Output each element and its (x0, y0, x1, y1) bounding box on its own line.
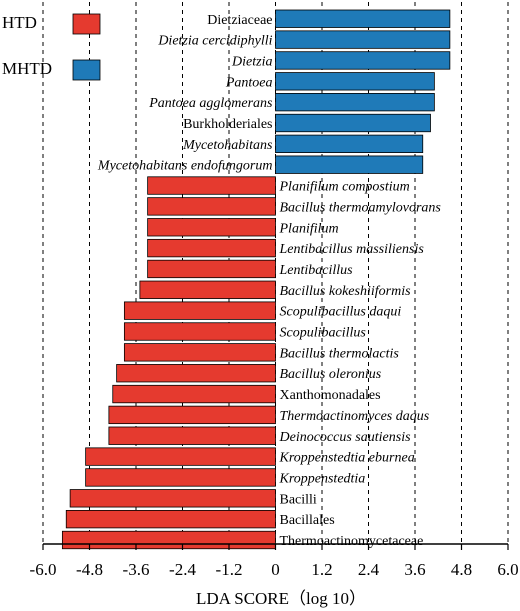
bar-label: Dietzia cercidiphylli (157, 34, 272, 49)
bar (61, 530, 276, 550)
bar (108, 426, 276, 445)
bar-label: Pantoea agglomerans (148, 96, 273, 111)
bar (108, 405, 276, 425)
bar-label: Dietzia (231, 54, 272, 69)
bar (85, 447, 276, 466)
bar-label: Bacillus thermoamylovorans (280, 200, 442, 215)
bar (147, 238, 276, 258)
bar (275, 30, 451, 49)
bar-label: Mycetohabitans endofungorum (97, 159, 273, 174)
bar-label: Bacillales (280, 513, 335, 528)
x-tick-label: 1.2 (311, 560, 332, 579)
bar (275, 51, 451, 70)
bar (116, 364, 276, 383)
legend-label: MHTD (2, 59, 52, 78)
legend: HTD MHTD (2, 13, 101, 81)
bar-label: Mycetohabitans (182, 138, 273, 153)
bar-label: Planifilum (279, 221, 339, 236)
bar-label: Thermoactinomyces daqus (280, 409, 430, 424)
legend-swatch (72, 59, 101, 81)
x-tick-label: 3.6 (404, 560, 425, 579)
x-tick-label: 4.8 (451, 560, 472, 579)
bar (275, 93, 435, 112)
bar (147, 176, 276, 195)
bar-label: Lentibacillus massiliensis (279, 242, 425, 257)
bar-label: Planifilum compostium (279, 180, 410, 195)
bars (61, 9, 451, 550)
x-tick-label: 0 (271, 560, 280, 579)
bar-label: Bacillus thermolactis (280, 346, 400, 361)
x-tick-label: 6.0 (497, 560, 518, 579)
x-tick-label: -2.4 (169, 560, 196, 579)
bar-label: Bacillus oleronius (280, 367, 382, 382)
bar-label: Bacilli (280, 492, 317, 507)
bar-label: Dietziaceae (207, 13, 272, 28)
x-tick-label: -1.2 (216, 560, 243, 579)
bar (85, 468, 276, 487)
bar-label: Scopulibacillus (280, 326, 367, 341)
bar (275, 155, 424, 174)
bar (112, 384, 276, 404)
bar (275, 134, 424, 154)
x-tick-label: -4.8 (76, 560, 103, 579)
bar (123, 301, 276, 320)
bar (275, 113, 431, 133)
bar (147, 218, 276, 237)
x-tick-label: 2.4 (358, 560, 380, 579)
bar-label: Kroppenstedtia eburnea (279, 451, 415, 466)
x-axis: -6.0 -4.8 -3.6 -2.4 -1.2 0 1.2 2.4 3.6 4.8 6.0 (30, 543, 519, 579)
bar (275, 72, 435, 91)
bar (147, 259, 276, 279)
x-axis-label: LDA SCORE（log 10） (196, 589, 366, 608)
legend-swatch (72, 13, 101, 35)
x-tick-label: -3.6 (123, 560, 150, 579)
bar (139, 280, 276, 299)
bar-label: Bacillus kokeshiiformis (280, 284, 412, 299)
bar (69, 489, 276, 508)
bar-label: Kroppenstedtia (279, 471, 366, 486)
bar-label: Burkholderiales (183, 117, 272, 132)
bar-label: Xanthomonadales (280, 388, 381, 403)
x-tick-label: -6.0 (30, 560, 57, 579)
bar (123, 343, 276, 362)
bar-labels: Dietziaceae Dietzia cercidiphylli Dietzia P… (97, 13, 442, 549)
bar (275, 9, 451, 28)
bar-label: Deinococcus sautiensis (279, 430, 412, 445)
bar-label: Lentibacillus (279, 263, 354, 278)
bar (123, 322, 276, 341)
bar-label: Scopulibacillus daqui (280, 305, 402, 320)
legend-label: HTD (2, 13, 37, 32)
bar-label: Thermoactinomycetaceae (280, 534, 424, 549)
bar (65, 509, 276, 529)
bar (147, 197, 276, 216)
bar-label: Pantoea (225, 75, 273, 90)
